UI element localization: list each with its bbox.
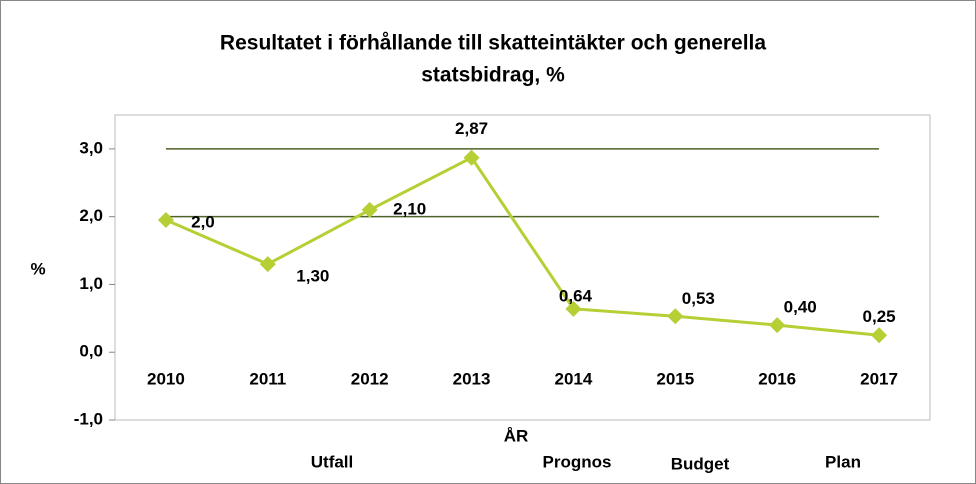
- line: [165, 155, 880, 337]
- annotation: Prognos: [543, 452, 612, 471]
- x-tick-label: 2017: [860, 369, 898, 388]
- y-tick-label: 3,0: [79, 138, 103, 157]
- marker: [361, 201, 378, 218]
- marker: [667, 308, 684, 325]
- data-label: 0,40: [784, 298, 817, 317]
- annotation: Budget: [671, 454, 730, 473]
- y-axis-label: %: [30, 259, 45, 278]
- chart-subtitle: statsbidrag, %: [421, 64, 565, 87]
- data-label: 2,87: [455, 119, 488, 138]
- y-tick-label: 0,0: [79, 342, 103, 361]
- x-tick-label: 2015: [656, 369, 694, 388]
- y-tick-label: 1,0: [79, 274, 103, 293]
- x-tick-label: 2012: [351, 369, 389, 388]
- data-label: 1,30: [296, 267, 329, 286]
- annotation: Plan: [825, 452, 861, 471]
- plot-border: [114, 114, 931, 421]
- y-tick-label: -1,0: [74, 409, 103, 428]
- x-axis-label: ÅR: [504, 426, 529, 445]
- x-tick-label: 2010: [147, 369, 185, 388]
- data-label: 2,10: [393, 199, 426, 218]
- marker: [565, 300, 582, 317]
- x-tick-label: 2016: [758, 369, 796, 388]
- marker: [157, 212, 174, 229]
- y-tick-label: 2,0: [79, 206, 103, 225]
- data-label: 0,64: [559, 286, 593, 305]
- chart-title: Resultatet i förhållande till skatteintä…: [220, 32, 766, 55]
- marker: [259, 256, 276, 273]
- x-tick-label: 2014: [555, 369, 593, 388]
- x-tick-label: 2013: [453, 369, 491, 388]
- marker: [463, 149, 480, 166]
- marker: [871, 327, 888, 344]
- marker: [769, 317, 786, 334]
- annotation: Utfall: [311, 452, 354, 471]
- data-label: 0,53: [682, 289, 715, 308]
- data-label: 0,25: [863, 307, 896, 326]
- x-tick-label: 2011: [249, 369, 286, 388]
- data-label: 2,0: [191, 213, 215, 232]
